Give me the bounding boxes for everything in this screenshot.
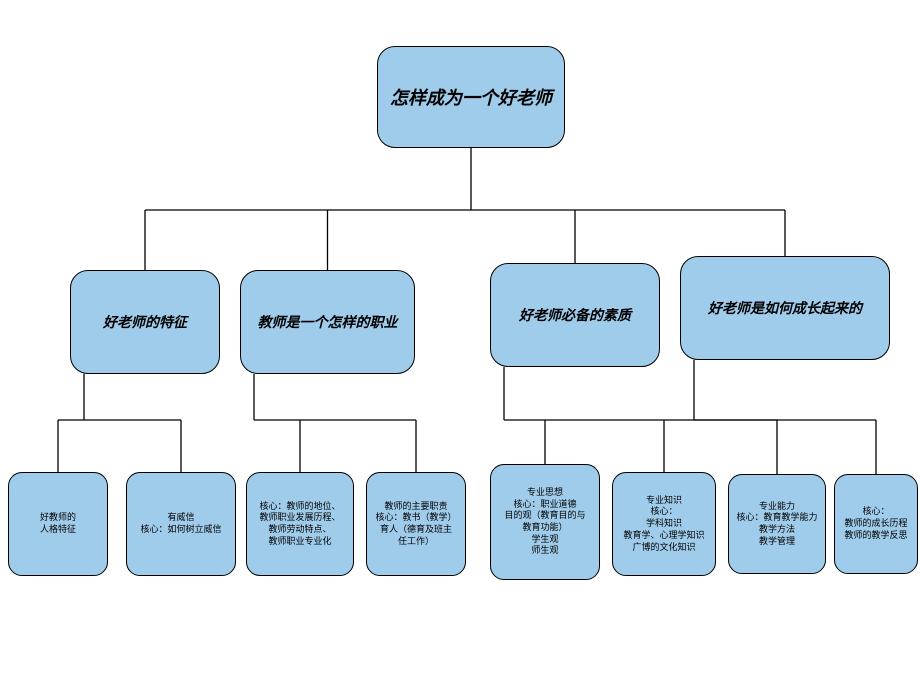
- mid-node-4: 好老师是如何成长起来的: [680, 256, 890, 360]
- mid-node-1: 好老师的特征: [70, 270, 220, 374]
- root-node: 怎样成为一个好老师: [377, 46, 565, 148]
- leaf-node-m3-1: 专业思想 核心：职业道德 目的观（教育目的与 教育功能） 学生观 师生观: [490, 464, 600, 580]
- leaf-node-m2-1: 核心：教师的地位、 教师职业发展历程、 教师劳动特点、 教师职业专业化: [246, 472, 354, 576]
- mid-node-3: 好老师必备的素质: [490, 263, 660, 367]
- leaf-node-m3-2: 专业知识 核心： 学科知识 教育学、心理学知识 广博的文化知识: [612, 472, 716, 576]
- leaf-node-m4-1: 核心： 教师的成长历程 教师的教学反思: [834, 474, 918, 574]
- mid-node-2: 教师是一个怎样的职业: [240, 270, 415, 374]
- leaf-node-m2-2: 教师的主要职责 核心：教书（教学） 育人（德育及班主 任工作）: [366, 472, 466, 576]
- leaf-node-m1-2: 有威信 核心：如何树立威信: [126, 472, 236, 576]
- leaf-node-m1-1: 好教师的 人格特征: [8, 472, 108, 576]
- leaf-node-m3-3: 专业能力 核心：教育教学能力 教学方法 教学管理: [728, 474, 826, 574]
